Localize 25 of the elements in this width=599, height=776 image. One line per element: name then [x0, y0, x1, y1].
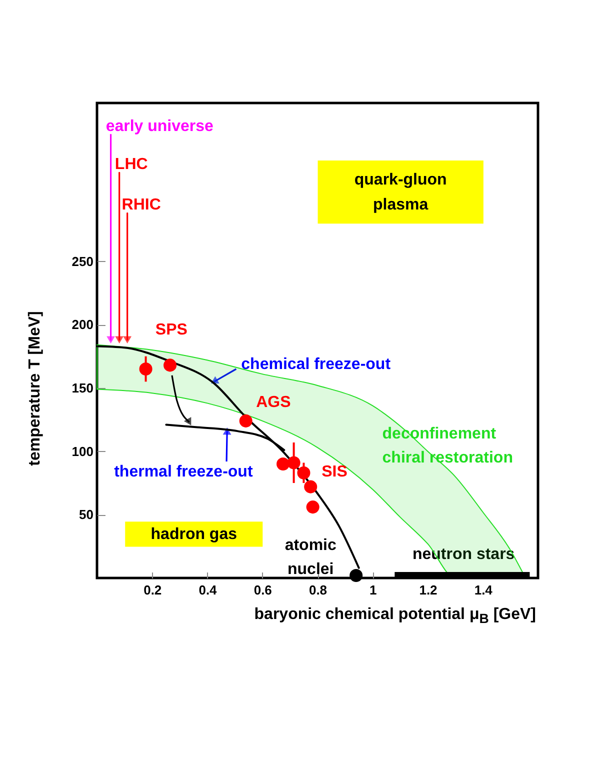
series-label: AGS — [256, 394, 292, 411]
annotation: atomic nuclei — [284, 537, 336, 578]
x-tick-label: 0.2 — [144, 582, 162, 598]
annotation: hadron gas — [150, 526, 238, 544]
y-axis-title: temperature T [MeV] — [26, 311, 44, 466]
x-tick-label: 1.4 — [474, 582, 494, 598]
series-label: RHIC — [122, 196, 162, 214]
y-tick-label: 100 — [72, 444, 94, 459]
x-axis-title: baryonic chemical potential μ$_{B}$ [GeV] — [253, 606, 536, 626]
x-tick-label: 0.4 — [198, 582, 218, 598]
annotation: SPS — [155, 322, 188, 339]
x-tick-label: 1.2 — [419, 582, 438, 598]
annotation: quark-gluon plasma — [354, 172, 447, 214]
x-tick-label: 1 — [370, 582, 377, 598]
y-tick-label: 200 — [72, 317, 94, 332]
series-label: early universe — [106, 118, 214, 135]
series-label: SIS — [322, 464, 348, 481]
y-tick-label: 150 — [72, 380, 94, 396]
y-tick-label: 50 — [79, 507, 94, 522]
y-tick-label: 250 — [72, 254, 94, 269]
annotation: thermal freeze-out — [114, 464, 254, 481]
x-tick-label: 0.6 — [254, 582, 272, 598]
annotation: chemical freeze-out — [241, 356, 392, 373]
x-tick-label: 0.8 — [308, 582, 328, 598]
series-label: LHC — [114, 156, 148, 173]
